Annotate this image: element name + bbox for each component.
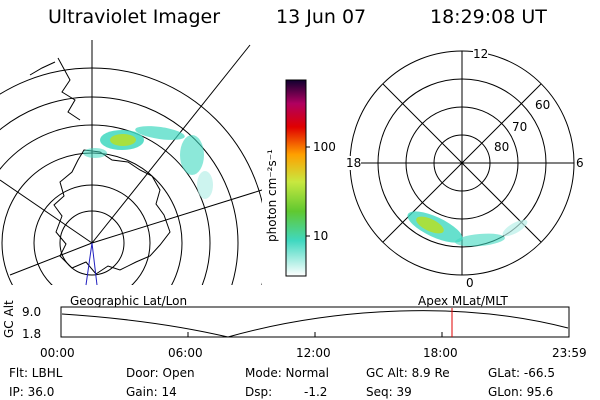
timeline-xtick-0600: 06:00 [168,346,203,360]
timeline-xtick-0000: 00:00 [40,346,75,360]
colorbar-tick-100: 100 [313,140,336,154]
app-title: Ultraviolet Imager [48,6,221,28]
coastline [29,57,81,121]
observation-date: 13 Jun 07 [276,6,367,28]
antarctica-coastline [53,149,171,275]
info-ip: IP: 36.0 [9,385,55,399]
colorbar-unit-label: photon cm⁻²s⁻¹ [265,149,279,242]
colorbar-tick-10: 10 [313,229,329,243]
lat-circle [0,124,211,285]
info-mode: Mode: Normal [245,366,329,380]
mlt-label-12: 12 [473,47,489,61]
timeline-left-label: Geographic Lat/Lon [70,294,188,308]
polar-plot [349,50,575,276]
mlat-label-60: 60 [535,98,551,112]
polar-auroral-emission [407,211,528,247]
meridian-line [0,179,93,244]
info-gc-alt: GC Alt: 8.9 Re [366,366,450,380]
lat-circle [0,67,262,285]
info-gain: Gain: 14 [126,385,177,399]
timeline-xtick-1800: 18:00 [423,346,458,360]
timeline-xtick-1200: 12:00 [296,346,331,360]
mlat-label-70: 70 [512,120,528,134]
info-glat: GLat: -66.5 [488,366,555,380]
meridian-line [91,44,251,244]
altitude-timeline [60,306,570,338]
colorbar [285,79,310,277]
mlt-label-18: 18 [346,156,362,170]
info-filter: Flt: LBHL [9,366,63,380]
meridian-line [91,189,262,244]
mlat-label-80: 80 [494,140,510,154]
timeline-ytick-1-8: 1.8 [22,327,42,341]
mlt-label-0: 0 [466,276,474,290]
auroral-emission [83,126,213,199]
altitude-curve [61,310,569,338]
info-door: Door: Open [126,366,195,380]
info-glon: GLon: 95.6 [488,385,554,399]
timeline-ytick-9: 9.0 [22,305,42,319]
mlt-label-6: 6 [576,156,584,170]
timeline-xtick-2359: 23:59 [552,346,587,360]
timeline-axis-title: GC Alt [2,300,16,338]
geographic-map [0,40,262,286]
info-dsp-label: Dsp: [245,385,273,399]
timeline-right-label: Apex MLat/MLT [418,294,508,308]
meridian-line [9,242,93,276]
info-seq: Seq: 39 [366,385,412,399]
observation-time: 18:29:08 UT [430,6,547,28]
info-dsp-value: -1.2 [304,385,328,399]
